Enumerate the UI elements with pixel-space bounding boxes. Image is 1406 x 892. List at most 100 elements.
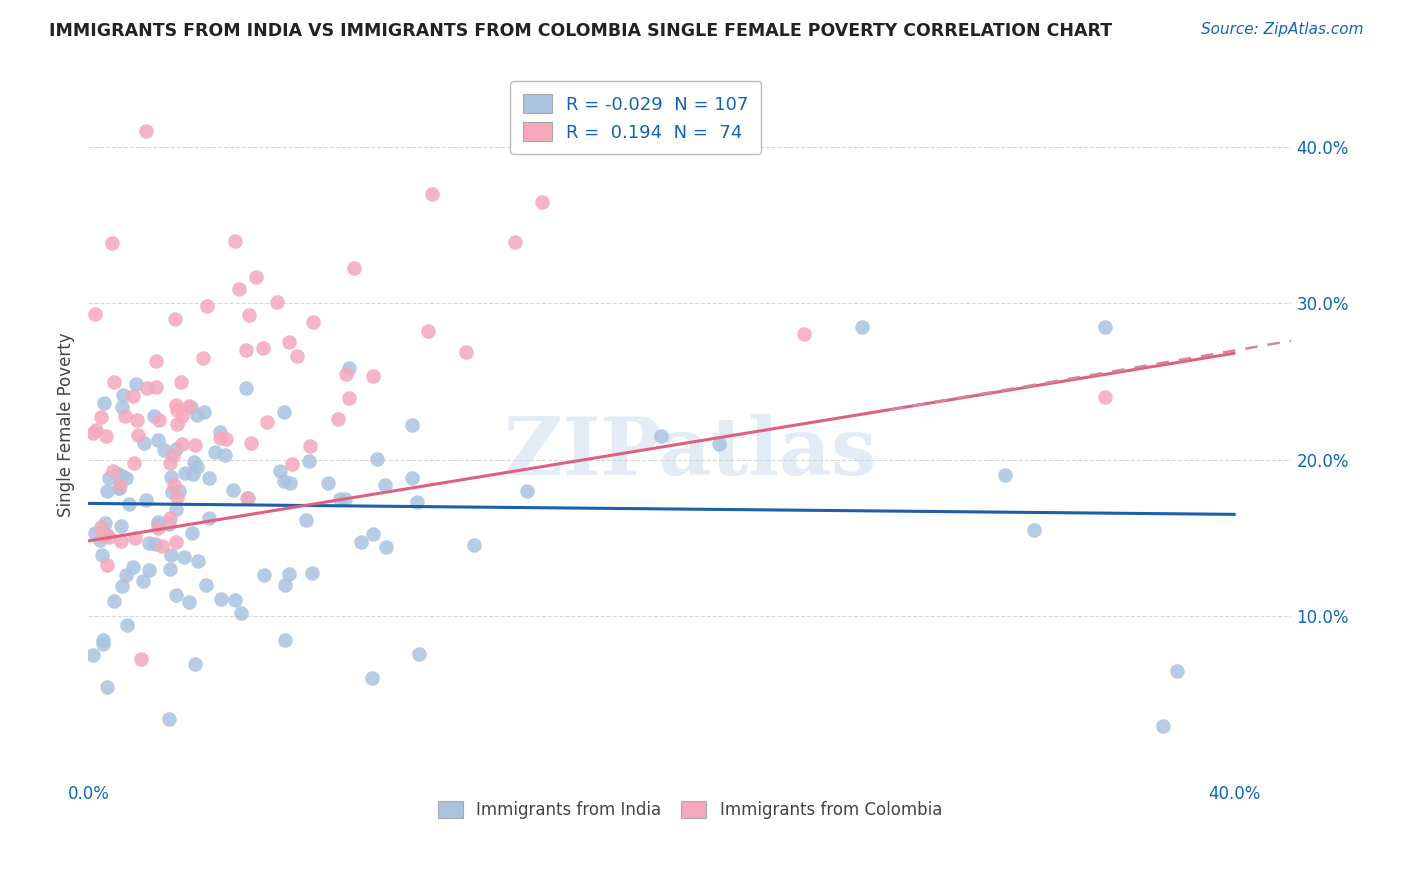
Point <box>138 536 160 550</box>
Point <box>329 492 352 507</box>
Point <box>110 533 132 548</box>
Point <box>101 236 124 251</box>
Point <box>162 449 184 463</box>
Point <box>198 471 221 485</box>
Point <box>143 409 166 424</box>
Point <box>350 534 373 549</box>
Point <box>177 594 200 608</box>
Point <box>1166 664 1188 678</box>
Point <box>401 418 423 433</box>
Point <box>235 381 257 395</box>
Point <box>707 437 730 451</box>
Point <box>89 533 111 547</box>
Point <box>1022 523 1045 537</box>
Point <box>186 409 208 423</box>
Point <box>401 471 423 485</box>
Point <box>143 537 166 551</box>
Point <box>280 475 302 490</box>
Point <box>114 409 136 423</box>
Point <box>101 464 124 478</box>
Point <box>418 324 440 338</box>
Point <box>245 269 267 284</box>
Point <box>163 478 186 492</box>
Point <box>236 491 259 505</box>
Point <box>170 436 193 450</box>
Point <box>163 312 186 326</box>
Point <box>157 517 180 532</box>
Point <box>285 349 308 363</box>
Point <box>298 439 321 453</box>
Point <box>125 376 148 391</box>
Point <box>110 477 132 491</box>
Point <box>166 535 188 549</box>
Point <box>208 431 231 445</box>
Point <box>408 647 430 661</box>
Point <box>209 592 232 607</box>
Point <box>252 341 274 355</box>
Point <box>98 531 121 545</box>
Point <box>181 525 204 540</box>
Point <box>181 467 204 481</box>
Point <box>157 713 180 727</box>
Point <box>132 574 155 589</box>
Point <box>146 515 169 529</box>
Point <box>183 455 205 469</box>
Point <box>138 563 160 577</box>
Point <box>273 404 295 418</box>
Point <box>96 527 118 541</box>
Point <box>361 671 384 685</box>
Point <box>115 568 138 582</box>
Point <box>463 538 485 552</box>
Point <box>84 526 107 541</box>
Point <box>165 442 187 456</box>
Point <box>337 361 360 376</box>
Point <box>173 549 195 564</box>
Point <box>115 471 138 485</box>
Point <box>90 520 112 534</box>
Point <box>191 351 214 365</box>
Point <box>148 516 170 531</box>
Point <box>159 562 181 576</box>
Point <box>516 484 538 499</box>
Point <box>117 618 139 632</box>
Point <box>150 539 173 553</box>
Point <box>148 413 170 427</box>
Point <box>90 410 112 425</box>
Point <box>96 558 118 572</box>
Point <box>235 343 257 357</box>
Point <box>122 456 145 470</box>
Point <box>215 432 238 446</box>
Point <box>103 593 125 607</box>
Point <box>1152 718 1174 732</box>
Point <box>650 429 672 443</box>
Point <box>170 375 193 389</box>
Point <box>84 307 107 321</box>
Point <box>110 400 132 414</box>
Point <box>298 454 321 468</box>
Point <box>420 186 443 201</box>
Point <box>294 513 316 527</box>
Text: ZIPatlas: ZIPatlas <box>503 414 876 491</box>
Point <box>281 457 304 471</box>
Point <box>183 438 205 452</box>
Point <box>301 566 323 581</box>
Point <box>111 578 134 592</box>
Point <box>375 540 398 554</box>
Point <box>172 409 194 424</box>
Point <box>125 412 148 426</box>
Point <box>124 531 146 545</box>
Point <box>118 497 141 511</box>
Point <box>166 417 188 431</box>
Point <box>222 483 245 497</box>
Point <box>132 435 155 450</box>
Point <box>165 588 187 602</box>
Point <box>229 606 252 620</box>
Point <box>266 294 288 309</box>
Point <box>793 327 815 342</box>
Point <box>193 405 215 419</box>
Y-axis label: Single Female Poverty: Single Female Poverty <box>58 332 75 516</box>
Point <box>93 396 115 410</box>
Text: Source: ZipAtlas.com: Source: ZipAtlas.com <box>1201 22 1364 37</box>
Point <box>197 511 219 525</box>
Point <box>302 315 325 329</box>
